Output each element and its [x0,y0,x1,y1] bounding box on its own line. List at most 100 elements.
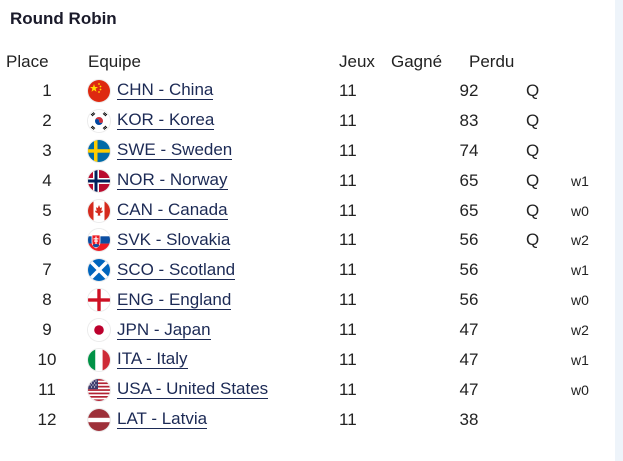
header-qualified [526,48,571,76]
won-cell: 3 [459,409,469,429]
tiebreak-cell: w2 [571,232,589,249]
tiebreak-cell: w0 [571,202,589,219]
games-cell: 11 [339,379,357,399]
place-cell: 2 [42,110,52,130]
england-flag-icon [88,289,110,312]
place-cell: 8 [42,290,52,310]
team-link[interactable]: KOR - Korea [117,110,215,131]
italy-flag-icon [88,348,110,371]
tiebreak-cell: w1 [571,262,589,279]
header-team: Equipe [88,52,141,71]
games-cell: 11 [339,140,357,160]
games-cell: 11 [339,349,357,369]
header-place: Place [6,52,49,71]
latvia-flag-icon [88,408,110,431]
table-row: 9 JPN - Japan 11 4 7 w2 [6,315,611,345]
qualified-cell: Q [526,80,540,100]
tiebreak-cell [571,106,611,136]
tiebreak-cell [571,136,611,166]
lost-cell: 7 [469,349,479,369]
tiebreak-cell [571,76,611,106]
team-link[interactable]: ENG - England [117,289,232,310]
place-cell: 10 [37,349,57,369]
games-cell: 11 [339,290,357,310]
place-cell: 6 [42,230,52,250]
team-link[interactable]: SCO - Scotland [117,259,236,280]
won-cell: 5 [459,260,469,280]
table-row: 2 KOR - Korea 11 8 3 Q [6,106,611,136]
qualified-cell [526,255,571,285]
lost-cell: 7 [469,379,479,399]
sweden-flag-icon [88,139,110,162]
lost-cell: 6 [469,290,479,310]
games-cell: 11 [339,170,357,190]
header-lost: Perdu [469,52,515,71]
table-row: 11 USA - United States 11 4 7 w0 [6,375,611,405]
table-row: 3 SWE - Sweden 11 7 4 Q [6,136,611,166]
table-row: 8 ENG - England 11 5 6 w0 [6,285,611,315]
team-cell: ITA - Italy [88,345,339,375]
team-cell: SVK - Slovakia [88,225,339,255]
usa-flag-icon [88,378,110,401]
lost-cell: 6 [469,260,479,280]
team-link[interactable]: SWE - Sweden [117,140,233,161]
japan-flag-icon [88,319,110,342]
standings-table: Place Equipe Jeux Gagné Perdu 1 CHN - Chi… [6,48,611,435]
qualified-cell [526,405,571,435]
team-cell: USA - United States [88,375,339,405]
china-flag-icon [88,79,110,102]
won-cell: 6 [459,200,469,220]
tiebreak-cell: w2 [571,322,589,339]
table-row: 10 ITA - Italy 11 4 7 w1 [6,345,611,375]
won-cell: 7 [459,140,469,160]
team-link[interactable]: CHN - China [117,80,214,101]
header-tiebreak [571,48,611,76]
team-link[interactable]: CAN - Canada [117,200,228,220]
table-row: 12 LAT - Latvia 11 3 8 [6,405,611,435]
team-cell: LAT - Latvia [88,405,339,435]
won-cell: 6 [459,170,469,190]
team-cell: JPN - Japan [88,315,339,345]
lost-cell: 2 [469,80,479,100]
table-row: 1 CHN - China 11 9 2 Q [6,76,611,106]
won-cell: 4 [459,379,469,399]
team-link[interactable]: SVK - Slovakia [117,229,231,250]
qualified-cell [526,285,571,315]
team-link[interactable]: ITA - Italy [117,349,188,370]
place-cell: 7 [42,260,52,280]
standings-body: 1 CHN - China 11 9 2 Q 2 KOR - Korea 11 8 3 Q 3 SWE -… [6,76,611,435]
place-cell: 5 [42,200,52,220]
place-cell: 3 [42,140,52,160]
won-cell: 5 [459,290,469,310]
norway-flag-icon [88,169,110,192]
qualified-cell: Q [526,230,540,250]
won-cell: 4 [459,320,469,340]
place-cell: 12 [37,409,57,429]
lost-cell: 5 [469,170,479,190]
lost-cell: 6 [469,230,479,250]
team-link[interactable]: NOR - Norway [117,170,228,191]
games-cell: 11 [339,409,357,429]
header-row: Place Equipe Jeux Gagné Perdu [6,48,611,76]
won-cell: 4 [459,349,469,369]
team-link[interactable]: USA - United States [117,379,269,400]
games-cell: 11 [339,200,357,220]
won-cell: 5 [459,230,469,250]
slovakia-flag-icon [88,229,110,252]
tiebreak-cell: w1 [571,172,589,189]
lost-cell: 8 [469,409,479,429]
lost-cell: 5 [469,200,479,220]
team-link[interactable]: JPN - Japan [117,319,211,340]
team-link[interactable]: LAT - Latvia [117,409,208,430]
team-cell: NOR - Norway [88,166,339,196]
tiebreak-cell [571,405,611,435]
team-cell: SCO - Scotland [88,255,339,285]
games-cell: 11 [339,320,357,340]
lost-cell: 4 [469,140,479,160]
scotland-flag-icon [88,259,110,282]
team-cell: CAN - Canada [88,196,339,226]
games-cell: 11 [339,110,357,130]
